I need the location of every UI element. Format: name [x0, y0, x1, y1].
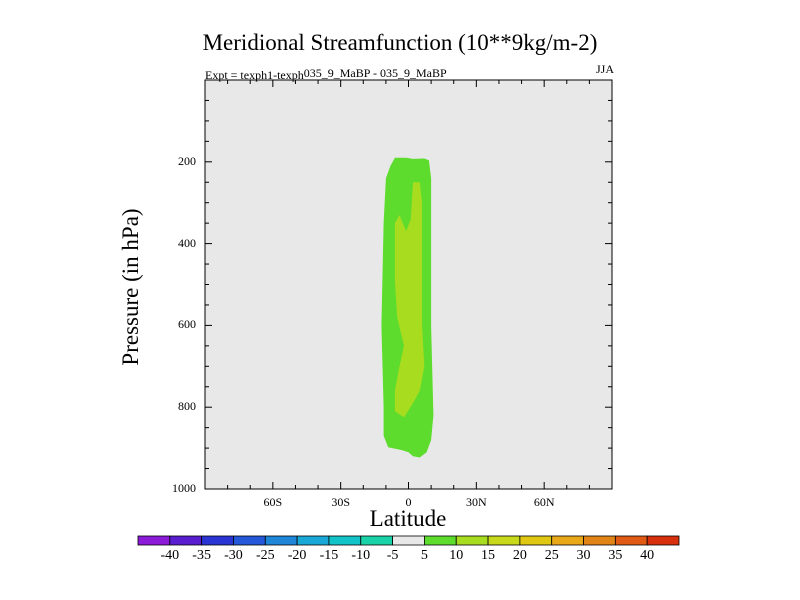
colorbar-label: -20 [287, 548, 307, 563]
y-tick-label: 800 [178, 399, 196, 414]
colorbar-label: 5 [420, 548, 428, 563]
colorbar-box-12 [519, 535, 553, 546]
colorbar-label: -25 [255, 548, 275, 563]
x-tick-label: 60S [263, 495, 283, 509]
chart-title: Meridional Streamfunction (10**9kg/m-2) [202, 30, 598, 55]
season-label: JJA [595, 62, 614, 76]
colorbar-label: 15 [481, 548, 496, 563]
colorbar-label: -30 [224, 548, 243, 563]
colorbar-label: 35 [608, 548, 623, 563]
colorbar-label: 25 [544, 548, 559, 563]
colorbar-label: -35 [192, 548, 211, 563]
colorbar-box-14 [583, 535, 616, 546]
y-tick-label: 200 [178, 153, 196, 168]
colorbar-box-9 [424, 535, 457, 546]
y-tick-label: 1000 [172, 481, 196, 495]
colorbar-box-4 [264, 535, 298, 546]
x-axis-label: Latitude [369, 506, 447, 531]
experiment-prefix: Expt = texph1-texph [205, 68, 304, 82]
x-tick-label: 30S [331, 495, 350, 509]
y-tick-label: 600 [178, 317, 196, 332]
colorbar-label: 30 [576, 548, 591, 563]
experiment-label: Expt = texph1-texph035_9_MaBP - 035_9_Ma… [205, 66, 447, 83]
x-tick-label: 60N [533, 495, 555, 509]
colorbar-box-13 [551, 535, 584, 546]
colorbar-label: 20 [512, 548, 527, 563]
colorbar-box-8 [392, 535, 425, 546]
colorbar-box-15 [614, 535, 648, 546]
colorbar-box-0 [137, 535, 171, 546]
colorbar-label: -40 [160, 548, 180, 563]
colorbar-box-7 [360, 535, 393, 546]
contour-region-1 [394, 182, 425, 418]
colorbar-box-11 [487, 535, 521, 546]
colorbar-label: 10 [449, 548, 464, 563]
colorbar-box-5 [296, 535, 330, 546]
colorbar-label: -5 [386, 548, 399, 563]
colorbar-label: 40 [640, 548, 655, 563]
experiment-superscript: 035_9_MaBP - 035_9_MaBP [303, 66, 447, 80]
colorbar-label: -15 [319, 548, 339, 563]
colorbar-box-1 [169, 535, 203, 546]
colorbar-box-3 [233, 535, 266, 546]
x-tick-label: 0 [405, 495, 412, 509]
colorbar-box-6 [328, 535, 362, 546]
x-tick-label: 30N [465, 495, 487, 509]
y-tick-label: 400 [178, 235, 196, 250]
colorbar-label: -10 [351, 548, 371, 563]
colorbar-box-10 [455, 535, 489, 546]
colorbar-box-16 [646, 535, 680, 546]
y-axis-label: Pressure (in hPa) [118, 208, 143, 366]
colorbar-box-2 [201, 535, 234, 546]
